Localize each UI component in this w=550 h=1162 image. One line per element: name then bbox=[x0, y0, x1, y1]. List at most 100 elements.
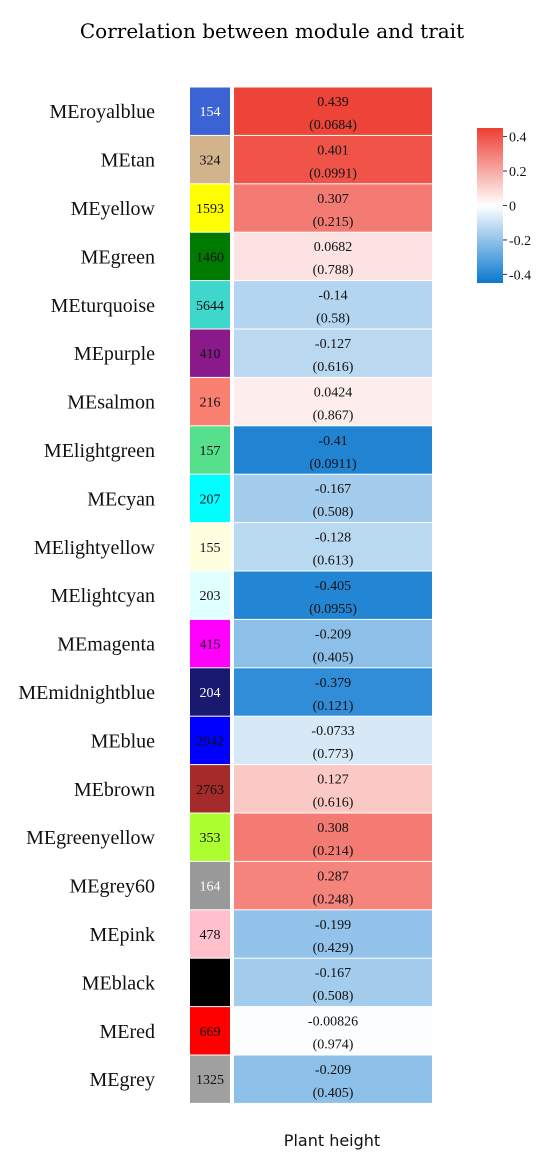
correlation-value: 0.127 bbox=[317, 773, 349, 788]
correlation-value: 0.401 bbox=[317, 143, 349, 158]
module-color-swatch bbox=[190, 281, 230, 329]
module-label: MEtan bbox=[101, 150, 155, 172]
module-color-swatch bbox=[190, 329, 230, 377]
colorbar-tick-label: -0.4 bbox=[509, 268, 531, 283]
module-color-swatch bbox=[190, 184, 230, 232]
module-color-swatch bbox=[190, 87, 230, 135]
colorbar-tick-label: 0.2 bbox=[509, 165, 527, 180]
heatmap-row: MEyellow 1593 0.307 (0.215) bbox=[71, 184, 432, 232]
module-color-swatch bbox=[190, 377, 230, 426]
heatmap-row: MEmidnightblue 204 -0.379 (0.121) bbox=[18, 668, 432, 716]
heatmap-cell bbox=[234, 958, 432, 1007]
module-gene-count: 2942 bbox=[196, 734, 224, 749]
module-label: MEgreenyellow bbox=[26, 827, 155, 849]
p-value: (0.974) bbox=[313, 1038, 354, 1053]
module-label: MEmagenta bbox=[57, 634, 155, 656]
heatmap-row: MEgreenyellow 353 0.308 (0.214) bbox=[26, 813, 432, 861]
heatmap-row: MEred 669 -0.00826 (0.974) bbox=[99, 1007, 432, 1055]
module-color-swatch bbox=[190, 958, 230, 1007]
heatmap-row: MElightgreen 157 -0.41 (0.0911) bbox=[44, 426, 432, 474]
module-gene-count: 478 bbox=[200, 928, 221, 943]
module-color-swatch bbox=[190, 232, 230, 281]
p-value: (0.405) bbox=[313, 1086, 354, 1101]
heatmap-cell bbox=[234, 668, 432, 716]
module-gene-count: 204 bbox=[200, 686, 221, 701]
p-value: (0.0991) bbox=[309, 166, 357, 181]
module-label: MEturquoise bbox=[51, 295, 156, 317]
module-color-swatch bbox=[190, 1055, 230, 1103]
module-gene-count: 5644 bbox=[196, 299, 224, 314]
colorbar-tick-label: -0.2 bbox=[509, 234, 531, 249]
module-color-swatch bbox=[190, 910, 230, 958]
module-gene-count: 1460 bbox=[196, 250, 224, 265]
heatmap-cell bbox=[234, 281, 432, 329]
heatmap-row: MEtan 324 0.401 (0.0991) bbox=[101, 135, 432, 184]
module-color-swatch bbox=[190, 474, 230, 523]
correlation-value: -0.0733 bbox=[311, 724, 354, 739]
module-label: MEcyan bbox=[87, 488, 155, 510]
heatmap-cell bbox=[234, 861, 432, 910]
module-gene-count: 216 bbox=[200, 396, 221, 411]
module-color-swatch bbox=[190, 135, 230, 184]
module-color-swatch bbox=[190, 716, 230, 765]
correlation-value: -0.199 bbox=[315, 918, 351, 933]
module-color-swatch bbox=[190, 426, 230, 474]
module-gene-count: 155 bbox=[200, 541, 221, 556]
x-axis-label: Plant height bbox=[284, 1131, 380, 1150]
colorbar-tick-label: 0.4 bbox=[509, 131, 527, 146]
correlation-value: 0.287 bbox=[317, 869, 349, 884]
heatmap-row: MEsalmon 216 0.0424 (0.867) bbox=[67, 377, 432, 426]
module-gene-count: 2763 bbox=[196, 783, 224, 798]
heatmap-rows: MEroyalblue 154 0.439 (0.0684) MEtan 324 0.401… bbox=[18, 87, 432, 1103]
correlation-value: 0.308 bbox=[317, 821, 349, 836]
heatmap-cell bbox=[234, 87, 432, 135]
module-color-swatch bbox=[190, 571, 230, 619]
p-value: (0.121) bbox=[313, 699, 354, 714]
correlation-value: -0.14 bbox=[318, 289, 347, 304]
heatmap-cell bbox=[234, 1007, 432, 1055]
heatmap-cell bbox=[234, 1055, 432, 1103]
heatmap-row: MEgrey60 164 0.287 (0.248) bbox=[69, 861, 432, 910]
heatmap-row: MEgrey 1325 -0.209 (0.405) bbox=[89, 1055, 432, 1103]
correlation-value: 0.0424 bbox=[314, 385, 353, 400]
module-label: MElightyellow bbox=[34, 537, 156, 559]
module-color-swatch bbox=[190, 813, 230, 861]
correlation-value: 0.307 bbox=[317, 192, 349, 207]
module-label: MEpurple bbox=[74, 343, 155, 365]
heatmap-row: MEblue 2942 -0.0733 (0.773) bbox=[91, 716, 432, 765]
p-value: (0.429) bbox=[313, 941, 354, 956]
heatmap-cell bbox=[234, 135, 432, 184]
colorbar-legend: 0.4 0.2 0 -0.2 -0.4 bbox=[477, 128, 531, 283]
module-color-swatch bbox=[190, 1007, 230, 1055]
chart-title: Correlation between module and trait bbox=[80, 19, 464, 43]
module-label: MEred bbox=[99, 1021, 155, 1043]
p-value: (0.0955) bbox=[309, 602, 357, 617]
correlation-value: 0.439 bbox=[317, 95, 349, 110]
module-label: MEblue bbox=[91, 730, 156, 752]
p-value: (0.788) bbox=[313, 263, 354, 278]
heatmap-cell bbox=[234, 813, 432, 861]
heatmap-row: MEgreen 1460 0.0682 (0.788) bbox=[81, 232, 432, 281]
correlation-value: -0.379 bbox=[315, 676, 351, 691]
p-value: (0.214) bbox=[313, 844, 354, 859]
module-label: MEgrey bbox=[89, 1069, 155, 1091]
module-label: MEpink bbox=[89, 924, 155, 946]
p-value: (0.248) bbox=[313, 892, 354, 907]
module-gene-count: 410 bbox=[200, 347, 221, 362]
heatmap-cell bbox=[234, 571, 432, 619]
module-gene-count: 207 bbox=[200, 492, 221, 507]
p-value: (0.405) bbox=[313, 650, 354, 665]
correlation-value: -0.209 bbox=[315, 1063, 351, 1078]
module-color-swatch bbox=[190, 619, 230, 668]
module-gene-count: 669 bbox=[200, 1025, 221, 1040]
p-value: (0.58) bbox=[316, 312, 350, 327]
module-label: MEmidnightblue bbox=[18, 682, 155, 704]
p-value: (0.215) bbox=[313, 215, 354, 230]
correlation-value: -0.00826 bbox=[308, 1015, 358, 1030]
p-value: (0.0911) bbox=[309, 457, 357, 472]
p-value: (0.867) bbox=[313, 408, 354, 423]
module-color-swatch bbox=[190, 523, 230, 571]
heatmap-row: MEmagenta 415 -0.209 (0.405) bbox=[57, 619, 432, 668]
heatmap-cell bbox=[234, 232, 432, 281]
